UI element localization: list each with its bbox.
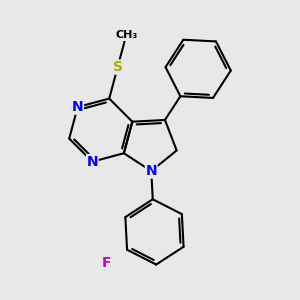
Text: S: S: [113, 60, 123, 74]
Text: N: N: [86, 155, 98, 169]
Text: N: N: [146, 164, 157, 178]
Text: CH₃: CH₃: [115, 31, 137, 40]
Text: N: N: [72, 100, 83, 114]
Text: F: F: [102, 256, 111, 270]
